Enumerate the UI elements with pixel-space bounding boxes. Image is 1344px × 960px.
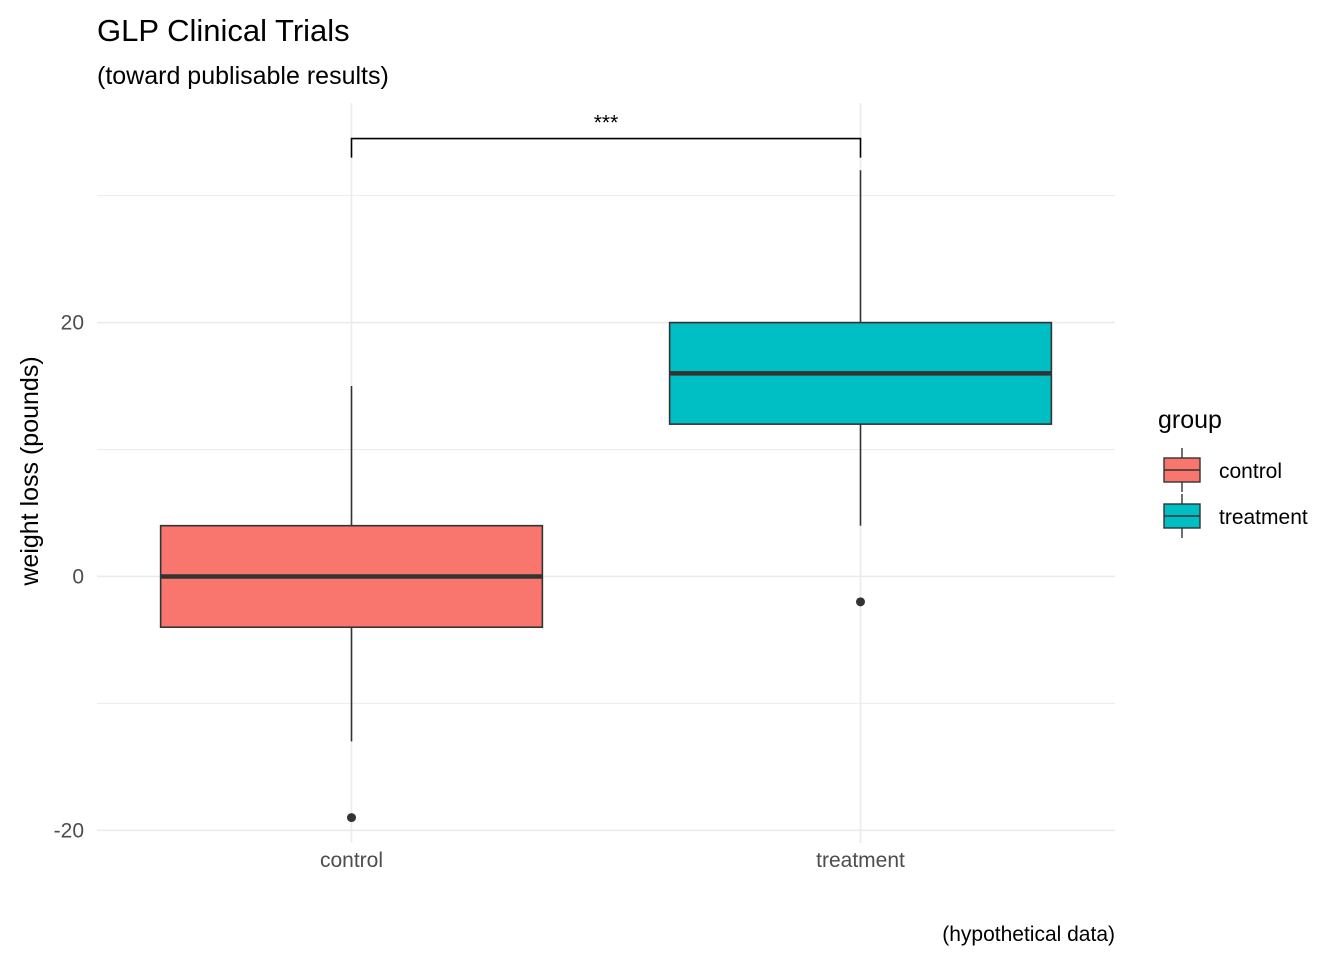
significance-label: *** [594,112,619,135]
boxplots [159,170,1053,823]
chart-title: GLP Clinical Trials [97,13,350,48]
chart-caption: (hypothetical data) [942,923,1115,946]
x-tick-label: control [320,849,383,872]
chart-subtitle: (toward publisable results) [97,62,389,90]
y-tick-label: 0 [72,565,84,588]
outlier-point [856,597,865,607]
legend-title: group [1158,406,1222,434]
y-axis-title: weight loss (pounds) [16,356,44,586]
outlier-point [347,813,356,823]
legend-label: treatment [1219,506,1308,529]
legend-item-control: control [1163,448,1282,492]
y-tick-label: 20 [61,312,84,335]
boxplot-control [159,386,544,823]
y-tick-label: -20 [54,819,84,842]
boxplot-treatment [668,170,1053,607]
legend-item-treatment: treatment [1163,494,1308,538]
axis-labels: -20 0 20 control treatment [54,312,905,872]
significance-bracket: *** [350,112,862,158]
bracket-line [350,137,862,158]
legend: group control treatment [1158,406,1308,538]
x-tick-label: treatment [816,849,905,872]
legend-label: control [1219,460,1282,483]
